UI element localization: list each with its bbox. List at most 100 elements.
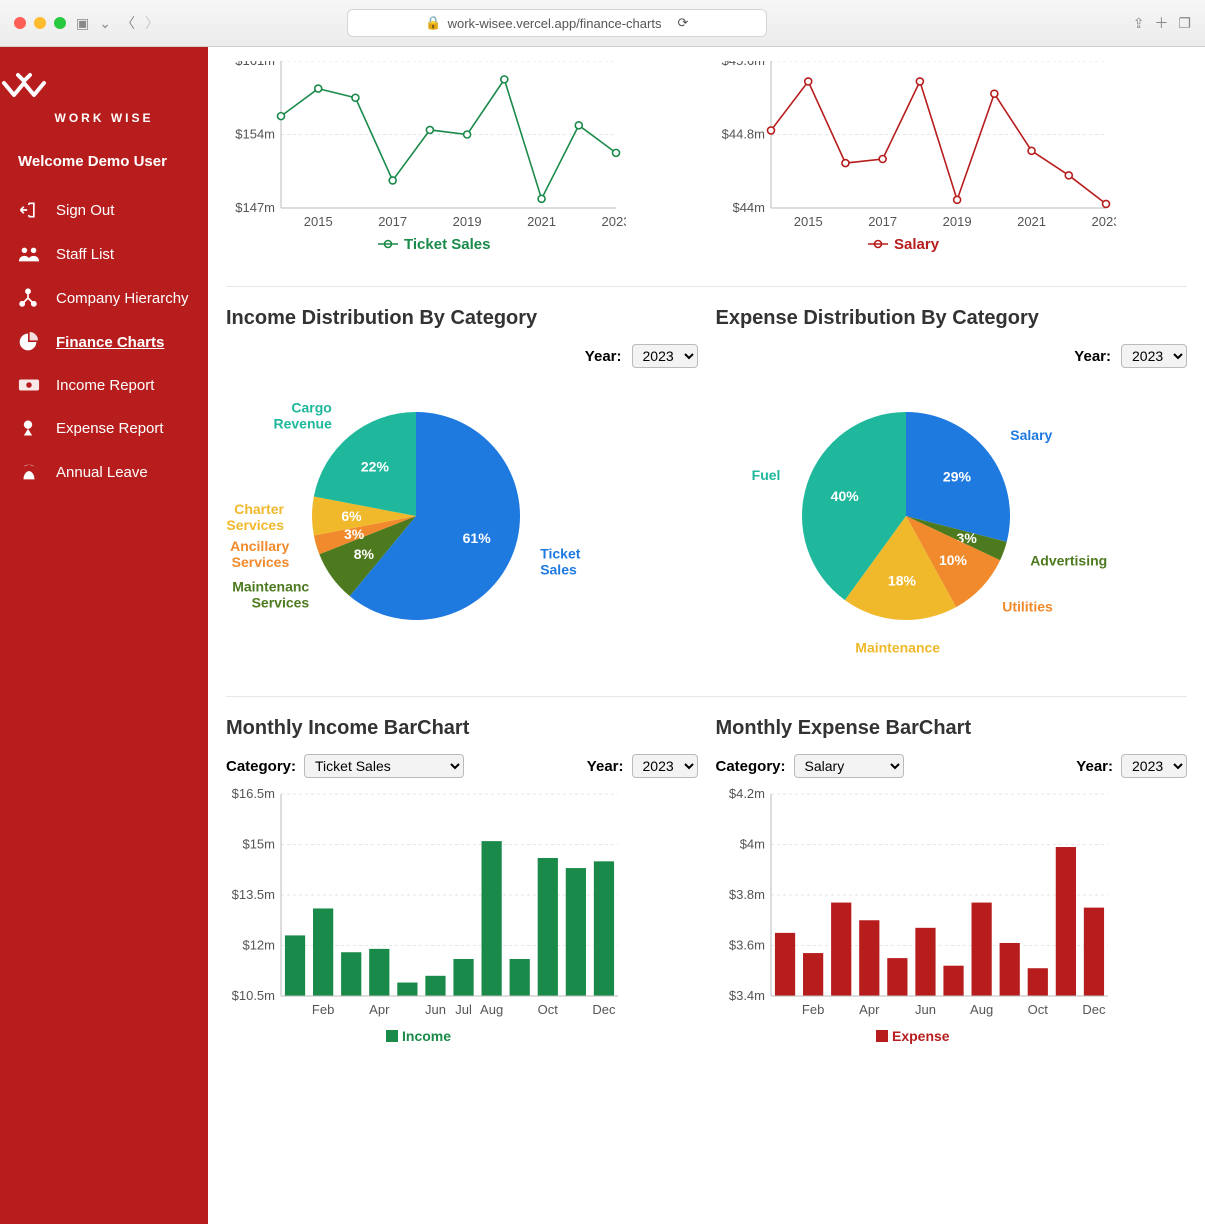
svg-text:2017: 2017	[378, 214, 407, 229]
nav-item-company-hierarchy[interactable]: Company Hierarchy	[0, 276, 208, 320]
svg-text:Utilities: Utilities	[1002, 598, 1053, 614]
svg-text:Apr: Apr	[859, 1002, 880, 1017]
nav-item-income-report[interactable]: Income Report	[0, 364, 208, 406]
svg-text:2021: 2021	[1017, 214, 1046, 229]
nav-item-expense-report[interactable]: Expense Report	[0, 406, 208, 450]
bar-charts-row: Monthly Income BarChart Category: Ticket…	[226, 703, 1187, 1070]
svg-text:Maintenanc: Maintenanc	[232, 579, 309, 595]
svg-text:Oct: Oct	[538, 1002, 559, 1017]
income-bar-panel: Monthly Income BarChart Category: Ticket…	[226, 703, 698, 1070]
category-label: Category:	[226, 758, 296, 775]
new-tab-icon[interactable]: ＋	[1154, 13, 1168, 33]
sidebar-toggle-icon[interactable]: ▣	[76, 15, 89, 32]
nav-item-annual-leave[interactable]: Annual Leave	[0, 450, 208, 494]
svg-text:Jun: Jun	[914, 1002, 935, 1017]
expense-bar-category-select[interactable]: Salary	[794, 754, 904, 778]
svg-text:2021: 2021	[527, 214, 556, 229]
nav-item-sign-out[interactable]: Sign Out	[0, 188, 208, 232]
svg-text:$13.5m: $13.5m	[232, 887, 275, 902]
pie-icon	[18, 332, 40, 352]
url-text: work-wisee.vercel.app/finance-charts	[448, 16, 662, 31]
maximize-window-icon[interactable]	[54, 17, 66, 29]
line-charts-row: $147m$154m$161m20152017201920212023Ticke…	[226, 47, 1187, 280]
svg-text:40%: 40%	[830, 488, 859, 504]
svg-text:29%: 29%	[942, 468, 971, 484]
chevron-down-icon[interactable]: ⌄	[99, 15, 111, 32]
main-content: $147m$154m$161m20152017201920212023Ticke…	[208, 47, 1205, 1224]
signout-icon	[18, 200, 40, 220]
brand-name: WORK WISE	[0, 111, 208, 125]
income-icon	[18, 376, 40, 394]
expense-pie-panel: Expense Distribution By Category Year: 2…	[716, 293, 1188, 690]
svg-text:Feb: Feb	[801, 1002, 823, 1017]
expense-bar-chart: $3.4m$3.6m$3.8m$4m$4.2mFebAprJunAugOctDe…	[716, 786, 1188, 1046]
svg-text:2015: 2015	[304, 214, 333, 229]
svg-text:$10.5m: $10.5m	[232, 988, 275, 1003]
svg-text:$4.2m: $4.2m	[728, 786, 764, 801]
nav-item-staff-list[interactable]: Staff List	[0, 232, 208, 276]
svg-text:$16.5m: $16.5m	[232, 786, 275, 801]
nav-label: Expense Report	[56, 420, 164, 437]
reload-icon[interactable]: ⟳	[677, 15, 688, 31]
income-pie-controls: Year: 2023	[226, 344, 698, 368]
income-bar-category-select[interactable]: Ticket Sales	[304, 754, 464, 778]
minimize-window-icon[interactable]	[34, 17, 46, 29]
nav-label: Income Report	[56, 377, 154, 394]
pie-charts-row: Income Distribution By Category Year: 20…	[226, 293, 1187, 690]
svg-text:2023: 2023	[602, 214, 626, 229]
leave-icon	[18, 462, 40, 482]
svg-text:$44.8m: $44.8m	[721, 127, 764, 142]
nav-label: Staff List	[56, 246, 114, 263]
svg-text:$4m: $4m	[739, 837, 764, 852]
expense-bar-title: Monthly Expense BarChart	[716, 717, 1188, 740]
svg-text:22%: 22%	[361, 458, 390, 474]
traffic-lights	[14, 17, 66, 29]
svg-text:$12m: $12m	[242, 938, 275, 953]
tabs-icon[interactable]: ❐	[1178, 15, 1191, 32]
share-icon[interactable]: ⇪	[1133, 15, 1145, 32]
income-bar-title: Monthly Income BarChart	[226, 717, 698, 740]
divider	[226, 696, 1187, 697]
sidebar: WORK WISE Welcome Demo User Sign OutStaf…	[0, 47, 208, 1224]
svg-text:Aug: Aug	[970, 1002, 993, 1017]
svg-text:Revenue: Revenue	[274, 415, 333, 431]
svg-text:$45.6m: $45.6m	[721, 61, 764, 68]
svg-text:Jul: Jul	[455, 1002, 472, 1017]
svg-text:Ticket: Ticket	[540, 546, 581, 562]
income-pie-year-select[interactable]: 2023	[632, 344, 698, 368]
year-label: Year:	[587, 758, 624, 775]
svg-text:Maintenance: Maintenance	[855, 640, 940, 656]
expense-bar-year-select[interactable]: 2023	[1121, 754, 1187, 778]
forward-icon[interactable]: 〉	[145, 13, 159, 33]
expense-bar-controls: Category: Salary Year: 2023	[716, 754, 1188, 778]
nav-label: Annual Leave	[56, 464, 148, 481]
svg-text:2023: 2023	[1091, 214, 1115, 229]
income-pie-title: Income Distribution By Category	[226, 307, 698, 330]
svg-text:18%: 18%	[887, 572, 916, 588]
expense-bar-panel: Monthly Expense BarChart Category: Salar…	[716, 703, 1188, 1070]
income-pie-chart: 61%TicketSales8%MaintenancServices3%Anci…	[226, 376, 698, 666]
back-icon[interactable]: 〈	[121, 13, 135, 33]
svg-text:Dec: Dec	[1082, 1002, 1106, 1017]
expense-pie-year-select[interactable]: 2023	[1121, 344, 1187, 368]
logo-mark-icon	[0, 69, 208, 105]
svg-text:$44m: $44m	[732, 200, 765, 215]
svg-text:$161m: $161m	[235, 61, 275, 68]
svg-text:$3.6m: $3.6m	[728, 938, 764, 953]
close-window-icon[interactable]	[14, 17, 26, 29]
svg-text:Services: Services	[232, 554, 290, 570]
svg-text:Dec: Dec	[592, 1002, 616, 1017]
category-label: Category:	[716, 758, 786, 775]
expense-icon	[18, 418, 40, 438]
svg-text:Oct: Oct	[1027, 1002, 1048, 1017]
svg-text:Fuel: Fuel	[751, 467, 780, 483]
tree-icon	[18, 288, 40, 308]
browser-chrome: ▣ ⌄ 〈 〉 🔒 work-wisee.vercel.app/finance-…	[0, 0, 1205, 47]
divider	[226, 286, 1187, 287]
url-bar[interactable]: 🔒 work-wisee.vercel.app/finance-charts ⟳	[347, 9, 767, 37]
ticket-sales-line-panel: $147m$154m$161m20152017201920212023Ticke…	[226, 47, 698, 280]
svg-text:$15m: $15m	[242, 837, 275, 852]
income-bar-year-select[interactable]: 2023	[632, 754, 698, 778]
income-bar-controls: Category: Ticket Sales Year: 2023	[226, 754, 698, 778]
nav-item-finance-charts[interactable]: Finance Charts	[0, 320, 208, 364]
